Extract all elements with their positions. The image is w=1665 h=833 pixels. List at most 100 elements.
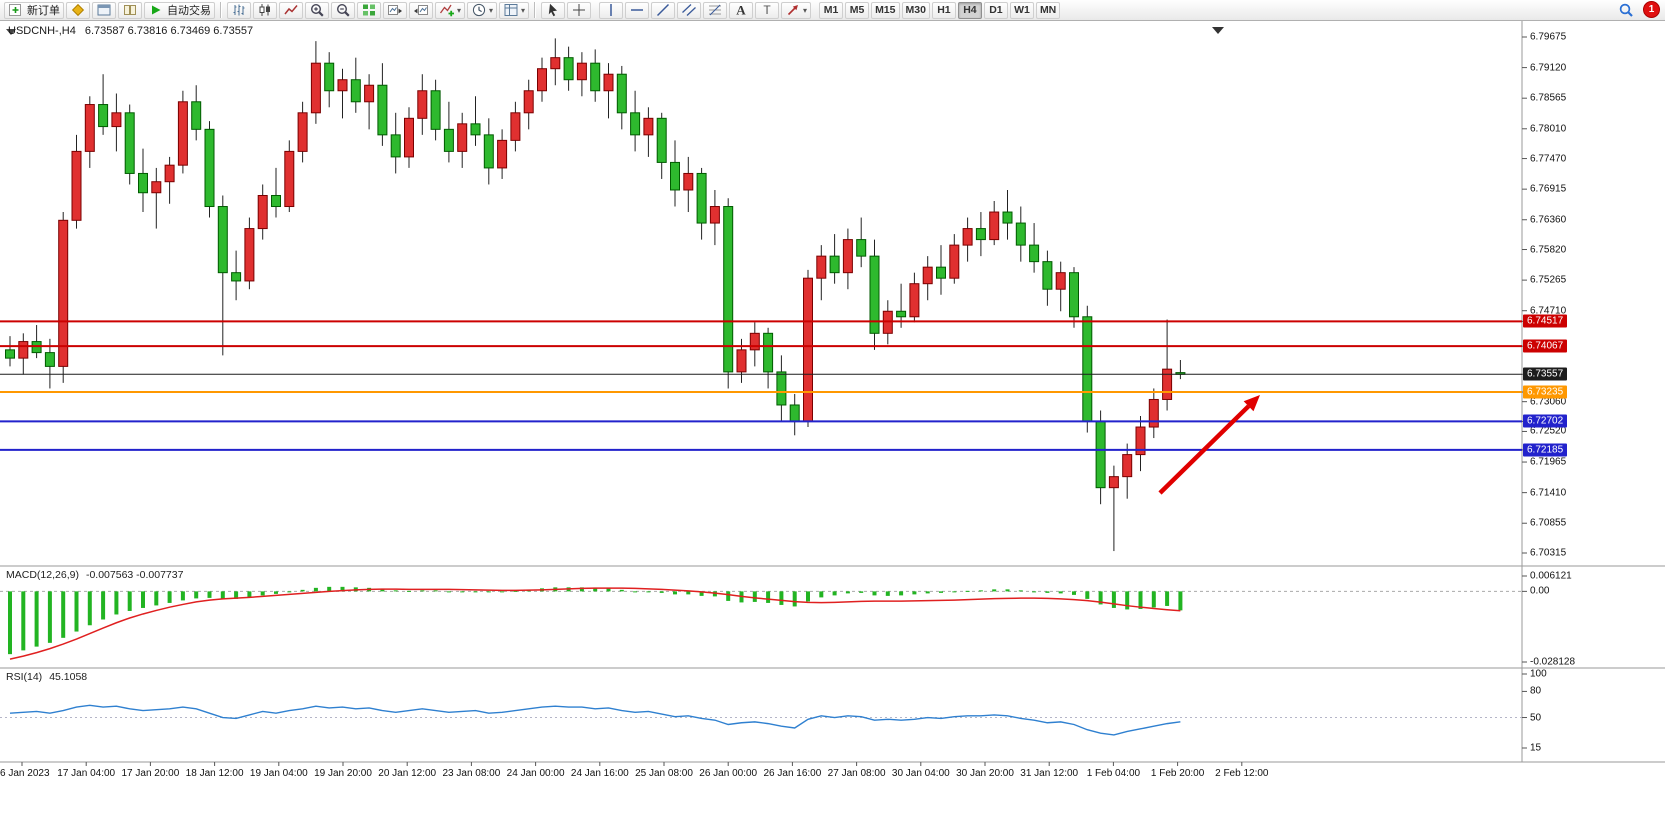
price-line-badge: 6.73557 xyxy=(1523,367,1568,381)
chart-shift-icon[interactable] xyxy=(409,1,433,19)
price-axis[interactable]: 6.79675 6.79120 6.78565 6.78010 6.77470 6.769… xyxy=(1522,21,1665,783)
linechart-icon xyxy=(284,5,298,15)
candle-body xyxy=(470,123,481,136)
market-watch-icon[interactable] xyxy=(118,1,142,19)
candlestick-chart-icon[interactable] xyxy=(253,1,277,19)
candle-body xyxy=(510,112,521,141)
zoom-out-icon xyxy=(336,3,350,17)
zoom-in-icon[interactable] xyxy=(305,1,329,19)
play-icon xyxy=(152,5,161,15)
candle-body xyxy=(483,134,494,169)
pointer-icon xyxy=(548,3,558,17)
timeframe-mn-button[interactable]: MN xyxy=(1035,1,1061,19)
label-icon: T xyxy=(763,3,771,17)
candle-body xyxy=(257,194,268,230)
trend-arrow[interactable] xyxy=(1158,395,1260,495)
metaeditor-icon[interactable] xyxy=(66,1,90,19)
price-tick-label: 6.73060 xyxy=(1530,396,1567,408)
hlines-layer[interactable] xyxy=(0,320,1522,451)
cursor-icon[interactable] xyxy=(541,1,566,19)
search-icon[interactable] xyxy=(1615,1,1637,18)
candle-body xyxy=(417,90,428,119)
autotrading-button-label: 自动交易 xyxy=(167,5,211,17)
new-order-button-label: 新订单 xyxy=(27,5,60,17)
candle-body xyxy=(922,266,933,285)
hline-icon xyxy=(631,9,644,11)
candle-body xyxy=(271,194,281,208)
rsi-indicator-value: 45.1058 xyxy=(49,671,88,683)
candles-layer xyxy=(5,38,1186,552)
autotrading-button[interactable]: 自动交易 xyxy=(144,1,215,19)
vline-icon xyxy=(610,4,612,16)
time-axis[interactable]: 16 Jan 2023 17 Jan 04:00 17 Jan 20:00 18 Ja… xyxy=(0,765,1522,781)
chart-shift-marker[interactable] xyxy=(1212,27,1224,34)
price-tick-label: 6.78010 xyxy=(1530,123,1567,135)
timeframe-h4-button[interactable]: H4 xyxy=(957,1,982,19)
text-icon[interactable]: A xyxy=(729,1,754,19)
candle-body xyxy=(443,128,454,152)
trendline-icon[interactable] xyxy=(651,1,676,19)
timeframe-d1-button[interactable]: D1 xyxy=(983,1,1008,19)
fibo-icon xyxy=(709,4,722,16)
timeframe-m15-button[interactable]: M15 xyxy=(871,1,900,19)
candle-body xyxy=(709,206,720,224)
timeframe-m30-button[interactable]: M30 xyxy=(901,1,930,19)
horizontal-line-icon[interactable] xyxy=(625,1,650,19)
arrows-button[interactable]: ▾ xyxy=(781,1,812,19)
candle-body xyxy=(284,150,295,208)
candle-body xyxy=(138,172,148,194)
price-tick-label: 6.70855 xyxy=(1530,517,1567,529)
candle-body xyxy=(590,62,601,92)
candle-body xyxy=(297,112,308,152)
candle-body xyxy=(683,172,694,191)
price-line-badge: 6.72702 xyxy=(1523,414,1568,428)
bar-chart-icon[interactable] xyxy=(227,1,251,19)
bars-icon xyxy=(233,4,245,16)
line-chart-icon[interactable] xyxy=(279,1,303,19)
candle-body xyxy=(909,283,920,318)
candle-body xyxy=(537,68,547,92)
fibonacci-icon[interactable] xyxy=(703,1,728,19)
price-tick-label: 6.78565 xyxy=(1530,92,1567,104)
candle-body xyxy=(337,79,348,92)
candle-body xyxy=(975,228,986,241)
templates-button[interactable]: ▾ xyxy=(499,1,530,19)
zoom-out-icon[interactable] xyxy=(331,1,355,19)
price-tick-label: 6.72520 xyxy=(1530,425,1567,437)
time-axis-label: 1 Feb 20:00 xyxy=(1150,768,1205,779)
rsi-indicator-name: RSI(14) xyxy=(6,671,43,683)
vertical-line-icon[interactable] xyxy=(599,1,624,19)
rsi-indicator xyxy=(0,704,1522,736)
tile-windows-icon[interactable] xyxy=(357,1,381,19)
label-icon[interactable]: T xyxy=(755,1,780,19)
timeframe-m5-button[interactable]: M5 xyxy=(845,1,870,19)
time-axis-label: 24 Jan 16:00 xyxy=(570,768,629,779)
candle-body xyxy=(217,206,228,274)
one-click-trading-toggle[interactable] xyxy=(6,29,16,35)
channel-icon[interactable] xyxy=(677,1,702,19)
autoscroll-icon xyxy=(388,5,402,15)
timeframe-w1-button[interactable]: W1 xyxy=(1009,1,1034,19)
candle-body xyxy=(1122,454,1133,478)
candle-body xyxy=(364,84,375,103)
candle-body xyxy=(430,90,441,130)
chart-window[interactable]: USDCNH-,H4 6.73587 6.73816 6.73469 6.735… xyxy=(0,21,1665,833)
candle-body xyxy=(949,244,960,279)
candle-body xyxy=(869,255,880,334)
chart-ohlc-values: 6.73587 6.73816 6.73469 6.73557 xyxy=(84,25,254,37)
price-tick-label: 6.76360 xyxy=(1530,214,1567,226)
candle-body xyxy=(204,128,215,208)
dropdown-caret-icon: ▾ xyxy=(521,5,526,15)
indicators-button[interactable]: ▾ xyxy=(435,1,466,19)
timeframe-m1-button[interactable]: M1 xyxy=(819,1,844,19)
new-order-button[interactable]: 新订单 xyxy=(4,1,64,19)
timeframe-h1-button[interactable]: H1 xyxy=(931,1,956,19)
price-tick-label: 6.71410 xyxy=(1530,487,1567,499)
notifications-badge[interactable]: 1 xyxy=(1643,1,1660,18)
time-axis-label: 19 Jan 20:00 xyxy=(314,768,372,779)
auto-scroll-icon[interactable] xyxy=(383,1,407,19)
crosshair-icon[interactable] xyxy=(567,1,592,19)
candle-body xyxy=(856,239,867,257)
data-window-icon[interactable] xyxy=(92,1,116,19)
periods-button[interactable]: ▾ xyxy=(467,1,498,19)
